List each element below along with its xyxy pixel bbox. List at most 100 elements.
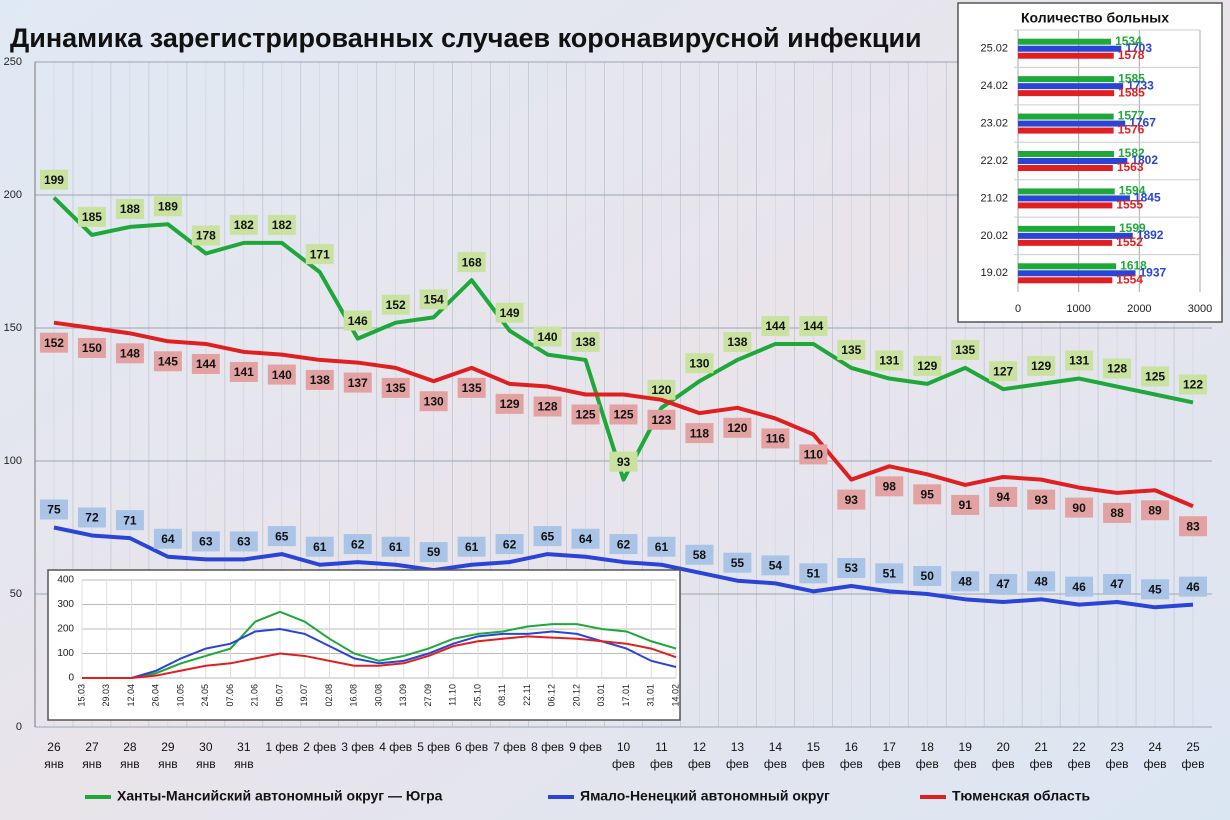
data-label: 123 <box>651 413 671 427</box>
label-box <box>39 169 68 190</box>
data-label: 72 <box>85 511 99 525</box>
data-label: 1554 <box>1116 272 1143 286</box>
x-tick-label: 8 фев <box>531 740 564 754</box>
x-tick-label: 0 <box>1015 303 1021 315</box>
x-tick-label: 25.10 <box>472 684 482 707</box>
y-tick-label: 0 <box>16 721 22 733</box>
label-box <box>989 573 1018 594</box>
x-tick-label: 29.03 <box>101 684 111 707</box>
bar <box>1018 113 1114 120</box>
data-label: 89 <box>1148 503 1162 517</box>
label-box <box>381 294 410 315</box>
x-tick-label: 21 фев <box>1030 740 1053 771</box>
label-box <box>229 531 258 552</box>
label-box <box>1141 366 1170 387</box>
label-box <box>723 331 752 352</box>
x-tick-label: 29 янв <box>158 740 178 771</box>
line <box>82 610 677 679</box>
x-tick-label: 17.01 <box>621 684 631 707</box>
data-label: 185 <box>82 210 102 224</box>
line <box>82 627 677 679</box>
bar <box>1018 90 1115 97</box>
label-box <box>39 499 68 520</box>
x-tick-label: 14.02 <box>670 684 680 707</box>
label-box <box>837 339 866 360</box>
data-label: 141 <box>234 365 254 379</box>
label-box <box>533 396 562 417</box>
label-box <box>571 528 600 549</box>
x-tick-label: 27 янв <box>82 740 102 771</box>
label-box <box>609 404 638 425</box>
label-box <box>799 315 828 336</box>
label-box <box>1103 573 1132 594</box>
label-box <box>1065 497 1094 518</box>
data-label: 63 <box>237 535 251 549</box>
x-tick-label: 13 фев <box>726 740 749 771</box>
y-tick-label: 300 <box>57 599 74 610</box>
data-label: 1563 <box>1117 160 1144 174</box>
y-tick-label: 0 <box>68 673 74 684</box>
x-tick-label: 12 фев <box>688 740 711 771</box>
data-label: 1767 <box>1129 116 1156 130</box>
x-tick-label: 16 фев <box>840 740 863 771</box>
label-box <box>457 536 486 557</box>
label-box <box>381 536 410 557</box>
label-box <box>457 377 486 398</box>
x-tick-label: 7 фев <box>493 740 526 754</box>
data-label: 152 <box>44 336 64 350</box>
label-box <box>229 214 258 235</box>
label-box <box>533 526 562 547</box>
y-tick-label: 100 <box>57 648 74 659</box>
bar <box>1018 195 1130 202</box>
x-tick-label: 19.07 <box>299 684 309 707</box>
data-label: 65 <box>541 529 555 543</box>
data-label: 135 <box>841 343 861 357</box>
label-box <box>191 353 220 374</box>
label-box <box>761 555 790 576</box>
label-box <box>647 409 676 430</box>
data-label: 53 <box>845 561 859 575</box>
bar <box>1018 38 1112 45</box>
data-label: 129 <box>1031 359 1051 373</box>
data-label: 1555 <box>1116 198 1143 212</box>
x-tick-label: 23 фев <box>1106 740 1129 771</box>
label-box <box>153 528 182 549</box>
label-box <box>609 534 638 555</box>
label-box <box>495 393 524 414</box>
y-tick-label: 24.02 <box>980 80 1008 92</box>
label-box <box>457 252 486 273</box>
data-label: 145 <box>158 354 178 368</box>
bar <box>1018 52 1114 59</box>
data-label: 178 <box>196 229 216 243</box>
data-label: 1703 <box>1125 41 1152 55</box>
y-tick-label: 200 <box>4 189 22 201</box>
label-box <box>115 343 144 364</box>
x-tick-label: 6 фев <box>455 740 488 754</box>
data-label: 51 <box>807 567 821 581</box>
x-tick-label: 31.01 <box>646 684 656 707</box>
y-tick-label: 22.02 <box>980 155 1008 167</box>
x-tick-label: 13.09 <box>398 684 408 707</box>
data-label: 90 <box>1072 501 1086 515</box>
label-box <box>1027 489 1056 510</box>
label-box <box>951 571 980 592</box>
panel <box>47 569 681 721</box>
y-tick-label: 100 <box>4 455 22 467</box>
data-label: 98 <box>883 479 897 493</box>
label-box <box>571 404 600 425</box>
data-label: 135 <box>386 381 406 395</box>
label-box <box>1141 500 1170 521</box>
line <box>53 525 1194 610</box>
data-label: 131 <box>879 354 899 368</box>
bar <box>1018 165 1113 171</box>
data-label: 71 <box>123 513 137 527</box>
x-tick-label: 14 фев <box>764 740 787 771</box>
label-box <box>685 353 714 374</box>
data-label: 94 <box>996 490 1010 504</box>
data-label: 1599 <box>1119 221 1146 235</box>
x-tick-label: 18 фев <box>916 740 939 771</box>
data-label: 128 <box>538 400 558 414</box>
label-box <box>875 476 904 497</box>
data-label: 1937 <box>1140 265 1167 279</box>
legend-label: Ямало-Ненецкий автономный округ <box>580 788 830 804</box>
